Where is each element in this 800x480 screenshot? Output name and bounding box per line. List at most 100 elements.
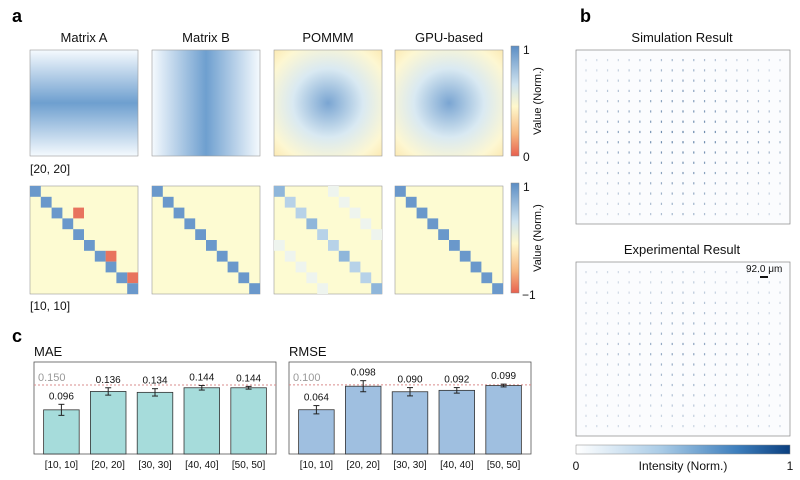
intensity-dot — [671, 373, 673, 376]
heatmap-cell — [405, 196, 417, 208]
intensity-dot — [660, 161, 663, 164]
intensity-dot — [693, 182, 695, 185]
intensity-dot — [585, 363, 587, 366]
intensity-dot — [725, 171, 727, 175]
intensity-dot — [596, 79, 598, 82]
intensity-dot — [628, 161, 630, 164]
exp-title: Experimental Result — [624, 242, 741, 257]
intensity-dot — [693, 342, 695, 346]
bar — [183, 387, 220, 455]
intensity-dot — [660, 69, 663, 72]
intensity-dot — [596, 353, 598, 356]
intensity-dot — [660, 301, 663, 304]
intensity-dot — [606, 89, 609, 92]
intensity-dot — [617, 59, 619, 62]
intensity-dot — [628, 192, 630, 195]
intensity-dot — [757, 353, 760, 356]
intensity-dot — [682, 291, 684, 294]
intensity-dot — [747, 182, 749, 185]
tick-label: [10, 10] — [45, 460, 79, 471]
intensity-dot — [671, 332, 673, 335]
intensity-dot — [660, 425, 663, 428]
heatmap-cell — [84, 240, 95, 251]
value-label: 0.098 — [351, 368, 376, 379]
intensity-dot — [585, 69, 587, 72]
intensity-dot — [757, 404, 760, 407]
intensity-dot — [650, 192, 652, 195]
intensity-dot — [779, 425, 781, 428]
intensity-dot — [747, 404, 749, 407]
intensity-dot — [768, 100, 770, 103]
intensity-dot — [779, 291, 781, 294]
intensity-dot — [596, 100, 598, 103]
intensity-dot — [768, 291, 770, 294]
intensity-dot — [639, 271, 641, 274]
intensity-dot — [650, 89, 652, 92]
intensity-dot — [768, 281, 770, 284]
intensity-dot — [606, 202, 609, 205]
reference-label: 0.100 — [293, 372, 321, 384]
heatmap-cell — [249, 283, 260, 294]
intensity-dot — [768, 120, 770, 123]
intensity-dot — [639, 110, 641, 113]
intensity-dot — [757, 213, 760, 216]
intensity-dot — [768, 425, 770, 428]
intensity-dot — [660, 120, 663, 123]
intensity-dot — [779, 271, 781, 274]
intensity-dot — [747, 332, 749, 335]
intensity-dot — [639, 281, 641, 284]
intensity-dot — [650, 202, 652, 205]
colorbar-bottom — [510, 182, 520, 294]
intensity-dot — [747, 383, 749, 387]
intensity-dot — [585, 151, 587, 154]
intensity-dot — [585, 404, 587, 407]
intensity-dot — [671, 59, 673, 62]
heatmap-cell — [238, 272, 250, 284]
value-label: 0.144 — [189, 372, 214, 383]
intensity-dot — [747, 312, 749, 315]
intensity-dot — [585, 89, 587, 92]
intensity-dot — [736, 332, 738, 335]
intensity-dot — [757, 151, 760, 154]
intensity-dot — [639, 342, 641, 346]
intensity-dot — [682, 414, 684, 417]
intensity-dot — [703, 110, 706, 113]
bar — [90, 391, 127, 455]
intensity-dot — [693, 312, 695, 315]
intensity-dot — [779, 110, 781, 113]
intensity-dot — [628, 353, 630, 356]
intensity-dot — [757, 202, 760, 205]
intensity-dot — [682, 151, 684, 154]
intensity-dot — [725, 141, 727, 144]
intensity-dot — [596, 161, 598, 164]
intensity-dot — [639, 151, 641, 154]
intensity-dot — [725, 312, 727, 315]
intensity-dot — [779, 202, 781, 205]
intensity-dot — [682, 281, 684, 284]
value-label: 0.092 — [444, 375, 469, 386]
intensity-dot — [660, 182, 663, 185]
intensity-dot — [703, 383, 706, 387]
intensity-dot — [650, 69, 652, 72]
intensity-dot — [714, 202, 716, 205]
intensity-dot — [757, 312, 760, 315]
heatmap-cell — [51, 207, 63, 219]
intensity-dot — [682, 161, 684, 164]
intensity-dot — [660, 332, 663, 335]
tick-label: [40, 40] — [440, 460, 474, 471]
intensity-dot — [736, 363, 738, 366]
intensity-dot — [779, 89, 781, 92]
intensity-dot — [725, 322, 727, 325]
intensity-dot — [596, 332, 598, 335]
intensity-dot — [628, 312, 630, 315]
intensity-dot — [747, 291, 749, 294]
intensity-dot — [682, 100, 684, 103]
heatmap-cell — [349, 261, 361, 273]
intensity-dot — [671, 151, 673, 154]
intensity-dot — [682, 394, 684, 397]
intensity-dot — [757, 59, 760, 62]
intensity-dot — [628, 171, 630, 175]
intensity-dot — [617, 312, 619, 315]
intensity-dot — [617, 373, 619, 376]
intensity-dot — [617, 342, 619, 346]
